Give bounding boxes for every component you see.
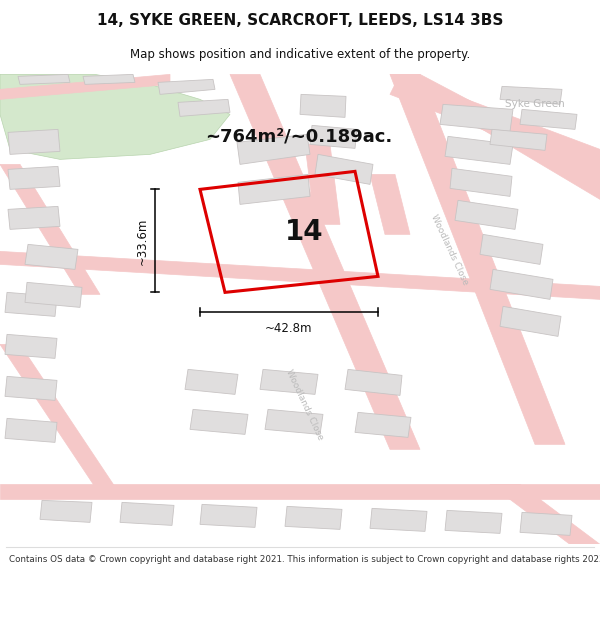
Polygon shape (40, 501, 92, 522)
Polygon shape (305, 144, 340, 224)
Text: Map shows position and indicative extent of the property.: Map shows position and indicative extent… (130, 48, 470, 61)
Polygon shape (0, 484, 600, 499)
Text: 14: 14 (285, 218, 324, 246)
Polygon shape (315, 154, 373, 184)
Polygon shape (230, 74, 420, 449)
Polygon shape (178, 99, 230, 116)
Text: Woodlands Close: Woodlands Close (284, 368, 325, 441)
Polygon shape (200, 504, 257, 528)
Text: ~42.8m: ~42.8m (265, 322, 313, 336)
Polygon shape (260, 369, 318, 394)
Polygon shape (18, 74, 70, 84)
Polygon shape (490, 484, 600, 544)
Text: 14, SYKE GREEN, SCARCROFT, LEEDS, LS14 3BS: 14, SYKE GREEN, SCARCROFT, LEEDS, LS14 3… (97, 13, 503, 28)
Text: Woodlands Close: Woodlands Close (430, 213, 470, 286)
Polygon shape (310, 126, 357, 148)
Polygon shape (445, 136, 513, 164)
Polygon shape (0, 251, 600, 299)
Polygon shape (265, 409, 323, 434)
Polygon shape (355, 412, 411, 437)
Polygon shape (158, 79, 215, 94)
Polygon shape (450, 168, 512, 196)
Polygon shape (500, 306, 561, 336)
Polygon shape (190, 409, 248, 434)
Polygon shape (237, 134, 310, 164)
Text: ~764m²/~0.189ac.: ~764m²/~0.189ac. (205, 127, 392, 146)
Polygon shape (5, 376, 57, 401)
Polygon shape (390, 74, 565, 444)
Polygon shape (8, 166, 60, 189)
Polygon shape (345, 369, 402, 396)
Text: ~33.6m: ~33.6m (136, 217, 149, 264)
Polygon shape (8, 206, 60, 229)
Polygon shape (500, 86, 562, 104)
Text: Syke Green: Syke Green (505, 99, 565, 109)
Polygon shape (0, 74, 170, 99)
Polygon shape (120, 503, 174, 526)
Polygon shape (0, 164, 100, 294)
Polygon shape (490, 129, 547, 151)
Polygon shape (0, 74, 230, 159)
Polygon shape (370, 508, 427, 531)
Polygon shape (5, 334, 57, 358)
Text: Contains OS data © Crown copyright and database right 2021. This information is : Contains OS data © Crown copyright and d… (9, 554, 600, 564)
Polygon shape (390, 74, 600, 174)
Polygon shape (83, 74, 135, 84)
Polygon shape (0, 344, 120, 494)
Polygon shape (8, 129, 60, 154)
Polygon shape (445, 511, 502, 533)
Polygon shape (238, 174, 310, 204)
Polygon shape (25, 244, 78, 269)
Polygon shape (5, 418, 57, 442)
Polygon shape (370, 174, 410, 234)
Polygon shape (520, 512, 572, 536)
Polygon shape (520, 109, 577, 129)
Polygon shape (490, 269, 553, 299)
Polygon shape (455, 201, 518, 229)
Polygon shape (25, 282, 82, 308)
Polygon shape (185, 369, 238, 394)
Polygon shape (480, 234, 543, 264)
Polygon shape (440, 104, 513, 131)
Polygon shape (285, 506, 342, 529)
Polygon shape (5, 292, 57, 316)
Polygon shape (300, 94, 346, 118)
Polygon shape (390, 74, 600, 199)
